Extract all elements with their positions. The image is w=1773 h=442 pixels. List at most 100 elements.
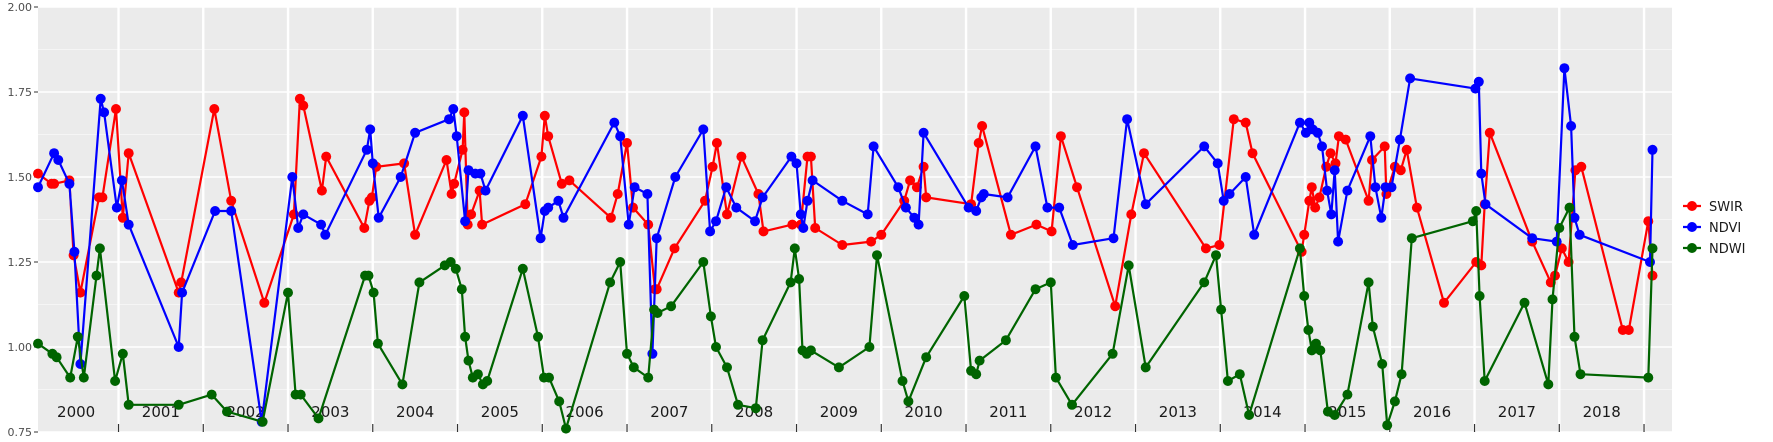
data-point-ndvi [1030,141,1041,152]
data-point-ndwi [903,396,914,407]
data-point-swir [316,185,327,196]
data-point-ndwi [1244,410,1255,420]
data-point-ndvi [795,209,806,220]
y-tick-label: 1.50 [8,171,33,184]
data-point-ndwi [1216,304,1227,315]
data-point-swir [226,195,237,206]
data-point-ndwi [78,372,89,383]
data-point-ndvi [1108,233,1119,244]
data-point-swir [556,178,567,189]
legend-label: SWIR [1709,200,1743,215]
data-point-ndvi [1326,209,1337,220]
data-point-ndvi [918,127,929,138]
data-point-ndwi [482,376,493,386]
data-point-ndvi [615,131,626,142]
data-point-swir [459,107,470,118]
data-point-ndwi [1315,345,1326,356]
data-point-ndvi [609,117,620,128]
data-point-ndvi [1240,172,1251,182]
data-point-ndwi [363,270,374,281]
data-point-ndvi [837,195,848,206]
data-point-ndwi [257,416,268,427]
data-point-ndvi [651,233,662,244]
data-point-ndvi [1480,199,1491,210]
data-point-swir [1055,131,1066,142]
data-point-ndwi [123,399,134,410]
data-point-ndvi [448,104,459,114]
data-point-ndvi [1376,212,1387,223]
data-point-ndvi [705,226,716,237]
data-point-swir [259,297,270,308]
data-point-ndwi [206,389,217,400]
data-point-swir [876,229,887,240]
data-point-ndvi [451,131,462,142]
year-label: 2001 [142,403,180,421]
data-point-swir [1005,229,1016,240]
data-point-swir [1314,192,1325,203]
data-point-ndvi [177,287,188,298]
data-point-ndwi [643,372,654,383]
legend-item-ndwi: NDWI [1683,242,1745,257]
legend-item-ndvi: NDVI [1683,221,1741,236]
data-point-ndvi [123,219,134,230]
data-point-ndvi [757,192,768,203]
data-point-swir [33,168,43,179]
data-point-ndwi [533,331,543,342]
data-point-swir [359,223,370,233]
data-point-ndvi [320,229,331,240]
data-point-ndvi [53,155,64,165]
data-point-ndwi [72,331,83,342]
data-point-swir [1126,209,1137,220]
data-point-ndvi [1317,141,1327,152]
data-point-swir [1228,114,1239,125]
data-point-ndwi [1140,362,1151,373]
data-point-swir [1110,301,1121,312]
data-point-ndwi [722,362,732,373]
data-point-ndvi [623,219,634,230]
data-point-swir [1411,202,1422,213]
data-point-swir [1379,141,1390,152]
data-point-ndwi [1363,277,1374,288]
data-point-ndwi [1123,260,1134,271]
data-point-ndvi [711,216,721,227]
data-point-ndvi [978,189,989,199]
data-point-ndvi [365,124,376,135]
data-point-ndwi [974,355,985,366]
data-point-swir [449,178,460,189]
data-point-ndwi [1382,420,1393,431]
legend-label: NDVI [1709,221,1741,236]
data-point-ndvi [1212,158,1223,169]
data-point-ndwi [833,362,844,373]
data-point-ndwi [864,342,875,352]
data-point-ndvi [444,114,454,125]
data-point-ndwi [91,270,102,281]
data-point-swir [466,209,477,220]
data-point-ndwi [1199,277,1210,288]
data-point-ndvi [480,185,491,196]
series-swir [33,93,1658,335]
data-point-swir [117,212,128,223]
legend: SWIR NDVI NDWI [1683,200,1745,257]
data-point-ndwi [222,406,232,417]
data-point-swir [758,226,769,237]
data-point-swir [1395,165,1406,176]
data-point-ndwi [51,352,62,363]
data-point-ndwi [368,287,379,298]
data-point-ndvi [1365,131,1376,142]
data-point-ndwi [414,277,425,288]
data-point-ndwi [295,389,306,400]
year-label: 2004 [396,403,434,421]
year-label: 2010 [905,403,943,421]
data-point-ndvi [99,107,110,118]
data-point-ndvi [316,219,327,230]
data-point-ndwi [110,376,121,386]
data-point-ndwi [1367,321,1378,332]
data-point-ndvi [1140,199,1151,210]
data-point-ndwi [1543,379,1554,390]
data-point-ndwi [65,372,76,383]
data-point-swir [1484,127,1495,138]
data-point-ndvi [1647,144,1658,155]
data-point-ndwi [1396,369,1407,380]
data-point-ndwi [757,335,768,346]
data-point-ndwi [698,257,709,267]
